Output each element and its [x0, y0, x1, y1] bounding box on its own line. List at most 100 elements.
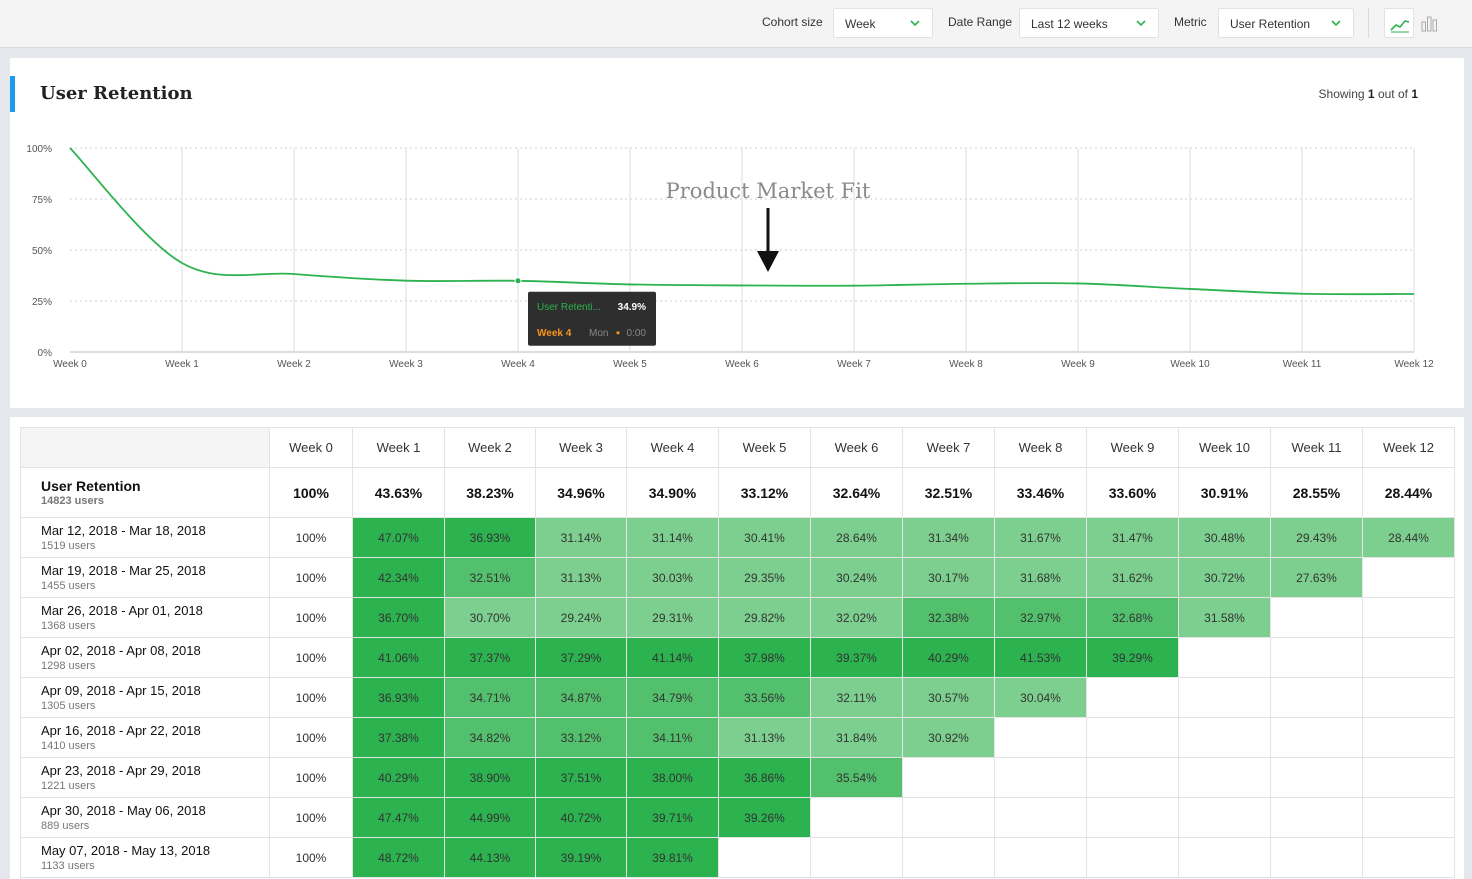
empty-cell	[1270, 597, 1363, 638]
retention-cell: 40.72%	[535, 797, 627, 838]
table-row[interactable]: Apr 09, 2018 - Apr 15, 2018 1305 users 100…	[20, 677, 1455, 718]
table-row[interactable]: Apr 16, 2018 - Apr 22, 2018 1410 users 100…	[20, 717, 1455, 758]
retention-cell: 40.29%	[902, 637, 995, 678]
empty-cell	[902, 757, 995, 798]
y-tick-label: 50%	[32, 246, 52, 257]
arrow-down-icon	[757, 251, 779, 272]
x-tick-label: Week 2	[277, 359, 311, 370]
retention-cell: 33.12%	[535, 717, 627, 758]
date-range-select[interactable]: Last 12 weeks	[1019, 8, 1159, 38]
cohort-label-cell: Apr 09, 2018 - Apr 15, 2018 1305 users	[20, 677, 270, 718]
empty-cell	[1270, 637, 1363, 678]
chart-title: User Retention	[40, 83, 193, 104]
empty-cell	[718, 837, 811, 878]
table-row[interactable]: Mar 12, 2018 - Mar 18, 2018 1519 users 100…	[20, 517, 1455, 558]
highlighted-point[interactable]	[514, 277, 522, 285]
retention-cell: 32.51%	[444, 557, 536, 598]
column-header: Week 5	[718, 427, 811, 468]
cohort-label: Mar 19, 2018 - Mar 25, 2018	[41, 562, 206, 578]
empty-cell	[1362, 557, 1455, 598]
retention-cell: 37.38%	[352, 717, 445, 758]
retention-cell: 34.71%	[444, 677, 536, 718]
retention-line-chart[interactable]: 100% 75% 50% 25% 0%Week 0 Week 1 Week 2 Week 3 W…	[10, 58, 1464, 408]
cohort-size-select[interactable]: Week	[833, 8, 933, 38]
retention-cell: 39.37%	[810, 637, 903, 678]
showing-prefix: Showing	[1318, 87, 1365, 101]
table-row[interactable]: Mar 26, 2018 - Apr 01, 2018 1368 users 100…	[20, 597, 1455, 638]
cohort-user-count: 1133 users	[41, 859, 95, 872]
cohort-user-count: 1519 users	[41, 539, 96, 552]
table-row[interactable]: May 07, 2018 - May 13, 2018 1133 users 100…	[20, 837, 1455, 878]
retention-cell: 100%	[269, 837, 353, 878]
y-tick-label: 25%	[32, 297, 52, 308]
empty-cell	[1086, 837, 1179, 878]
chevron-down-icon	[910, 20, 920, 27]
cohort-label: Apr 16, 2018 - Apr 22, 2018	[41, 722, 201, 738]
empty-cell	[810, 837, 903, 878]
retention-cell: 38.00%	[626, 757, 719, 798]
y-tick-label: 75%	[32, 195, 52, 206]
cohort-user-count: 1305 users	[41, 699, 96, 712]
retention-cell: 35.54%	[810, 757, 903, 798]
retention-cell: 30.24%	[810, 557, 903, 598]
date-range-label: Date Range	[948, 15, 1013, 29]
tooltip-box	[528, 291, 656, 346]
annotation-text: Product Market Fit	[666, 179, 871, 203]
retention-cell: 32.11%	[810, 677, 903, 718]
retention-cell: 32.97%	[994, 597, 1087, 638]
retention-cell: 48.72%	[352, 837, 445, 878]
table-row[interactable]: Apr 02, 2018 - Apr 08, 2018 1298 users 100…	[20, 637, 1455, 678]
x-tick-label: Week 6	[725, 359, 759, 370]
summary-value-cell: 33.46%	[994, 467, 1087, 518]
summary-value-cell: 100%	[269, 467, 353, 518]
retention-cell: 31.68%	[994, 557, 1087, 598]
x-tick-label: Week 9	[1061, 359, 1095, 370]
empty-cell	[1178, 637, 1271, 678]
retention-cell: 42.34%	[352, 557, 445, 598]
summary-value-cell: 38.23%	[444, 467, 536, 518]
empty-cell	[1086, 677, 1179, 718]
line-chart-toggle[interactable]	[1384, 8, 1414, 38]
empty-cell	[1086, 797, 1179, 838]
empty-cell	[902, 837, 995, 878]
column-header: Week 11	[1270, 427, 1363, 468]
table-row[interactable]: Apr 30, 2018 - May 06, 2018 889 users 100%…	[20, 797, 1455, 838]
cohort-label-cell: Apr 30, 2018 - May 06, 2018 889 users	[20, 797, 270, 838]
summary-value-cell: 43.63%	[352, 467, 445, 518]
retention-cell: 31.13%	[718, 717, 811, 758]
empty-cell	[1270, 797, 1363, 838]
tooltip-detail: Mon	[589, 328, 608, 339]
empty-cell	[1362, 837, 1455, 878]
tooltip-series-label: User Retenti...	[537, 302, 601, 313]
table-row[interactable]: Mar 19, 2018 - Mar 25, 2018 1455 users 100…	[20, 557, 1455, 598]
retention-cell: 38.90%	[444, 757, 536, 798]
retention-cell: 44.99%	[444, 797, 536, 838]
cohort-size-value: Week	[845, 17, 876, 31]
x-tick-label: Week 0	[53, 359, 87, 370]
empty-cell	[1086, 757, 1179, 798]
retention-cell: 30.03%	[626, 557, 719, 598]
retention-cell: 39.26%	[718, 797, 811, 838]
empty-cell	[994, 757, 1087, 798]
x-tick-label: Week 5	[613, 359, 647, 370]
cohort-label-cell: Mar 26, 2018 - Apr 01, 2018 1368 users	[20, 597, 270, 638]
retention-cell: 28.64%	[810, 517, 903, 558]
bar-chart-toggle[interactable]	[1414, 8, 1444, 38]
column-header: Week 2	[444, 427, 536, 468]
retention-cell: 100%	[269, 557, 353, 598]
metric-label: Metric	[1174, 15, 1207, 29]
showing-total: 1	[1411, 87, 1418, 101]
cohort-label-cell: May 07, 2018 - May 13, 2018 1133 users	[20, 837, 270, 878]
table-row[interactable]: Apr 23, 2018 - Apr 29, 2018 1221 users 100…	[20, 757, 1455, 798]
column-header: Week 4	[626, 427, 719, 468]
retention-cell: 29.31%	[626, 597, 719, 638]
retention-cell: 34.79%	[626, 677, 719, 718]
retention-cell: 37.29%	[535, 637, 627, 678]
retention-cell: 39.71%	[626, 797, 719, 838]
x-tick-label: Week 8	[949, 359, 983, 370]
metric-select[interactable]: User Retention	[1218, 8, 1354, 38]
cohort-user-count: 1298 users	[41, 659, 96, 672]
table-corner-cell	[20, 427, 270, 468]
cohort-user-count: 1455 users	[41, 579, 96, 592]
cohort-user-count: 889 users	[41, 819, 90, 832]
